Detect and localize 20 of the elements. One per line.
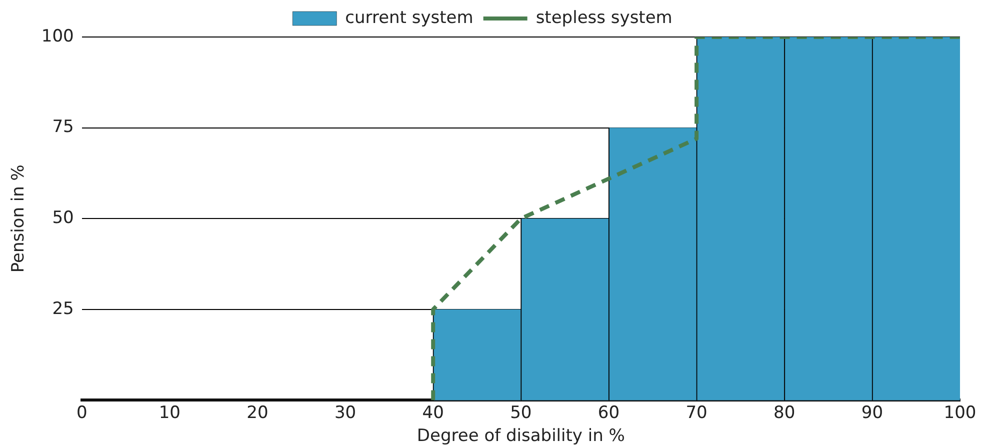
y-axis-title: Pension in % <box>8 164 29 273</box>
x-axis-title: Degree of disability in % <box>416 426 625 446</box>
x-tick-label: 70 <box>686 402 708 423</box>
x-tick-label: 90 <box>861 402 884 423</box>
x-tick-label: 20 <box>246 402 268 423</box>
y-tick-label: 75 <box>52 117 74 138</box>
x-tick-label: 10 <box>158 402 180 423</box>
legend-label: stepless system <box>536 8 672 28</box>
y-tick-label: 100 <box>41 26 74 46</box>
x-tick-label: 60 <box>598 402 620 423</box>
legend-label: current system <box>345 8 474 28</box>
line-series <box>431 37 960 400</box>
x-tick-label: 100 <box>944 402 976 423</box>
y-tick-label: 25 <box>52 298 74 319</box>
y-tick-label: 50 <box>52 208 74 228</box>
x-tick-label: 30 <box>334 402 356 423</box>
x-tick-label: 50 <box>510 402 532 423</box>
x-tick-label: 0 <box>76 402 88 423</box>
x-tick-label: 40 <box>422 402 444 423</box>
x-tick-label: 80 <box>774 402 796 423</box>
